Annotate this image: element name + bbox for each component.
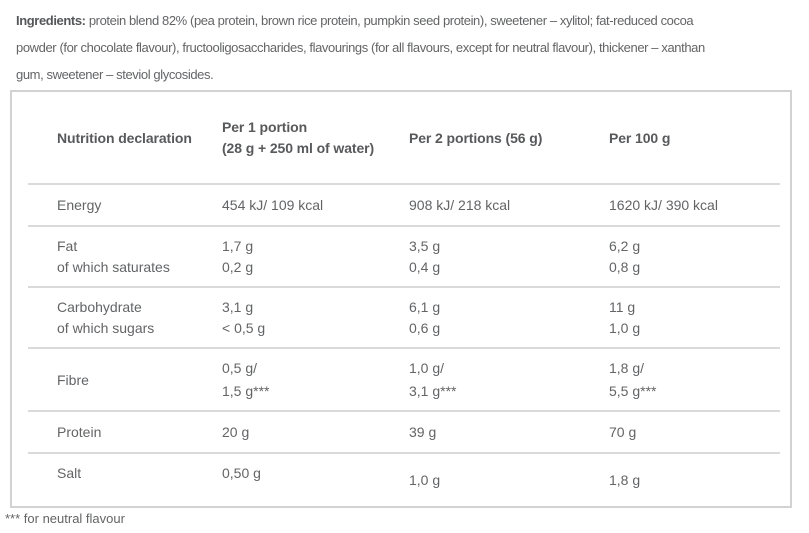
table-row-energy: Energy 454 kJ/ 109 kcal 908 kJ/ 218 kcal… <box>28 185 780 227</box>
cell-value-line: 6,2 g <box>609 237 641 254</box>
cell-value-line: 1,0 g/ <box>409 359 445 376</box>
cell-value-line: < 0,5 g <box>222 319 266 336</box>
cell-value-line: 1,7 g <box>222 237 254 254</box>
table-row-carbohydrate: Carbohydrate of which sugars 3,1 g < 0,5… <box>28 288 780 349</box>
table-row-protein: Protein 20 g 39 g 70 g <box>28 412 780 454</box>
header-per-2-portions: Per 2 portions (56 g) <box>409 129 543 146</box>
ingredients-label: Ingredients: <box>16 13 86 28</box>
cell-value-line: 3,1 g <box>222 298 254 315</box>
row-label: Fibre <box>57 371 89 388</box>
cell-value: 1,0 g <box>409 472 441 488</box>
footnote: *** for neutral flavour <box>5 511 125 526</box>
cell-value: 454 kJ/ 109 kcal <box>222 197 324 213</box>
cell-value-line: 0,2 g <box>222 258 254 275</box>
cell-value: 1620 kJ/ 390 kcal <box>609 197 718 213</box>
cell-value: 39 g <box>409 424 437 440</box>
ingredients-line-2: powder (for chocolate flavour), fructool… <box>16 40 705 55</box>
cell-value: 20 g <box>222 424 250 440</box>
header-per-1-portion-line2: (28 g + 250 ml of water) <box>222 139 375 156</box>
row-label: Salt <box>57 465 82 481</box>
row-label: Fat of which saturates <box>28 236 222 278</box>
table-row-fat: Fat of which saturates 1,7 g 0,2 g 3,5 g… <box>28 227 780 288</box>
cell-value: 11 g 1,0 g <box>609 297 780 339</box>
cell-value-line: 6,1 g <box>409 298 441 315</box>
cell-value: 3,1 g < 0,5 g <box>222 297 409 339</box>
ingredients-line-3: gum, sweetener – steviol glycosides. <box>16 67 214 82</box>
cell-value-line: 0,5 g/ <box>222 359 258 376</box>
table-row-fibre: Fibre 0,5 g/ 1,5 g*** 1,0 g/ 3,1 g*** 1,… <box>28 349 780 412</box>
header-per-100-g: Per 100 g <box>609 129 671 146</box>
cell-value: 0,5 g/ 1,5 g*** <box>222 357 409 403</box>
cell-value: 1,0 g/ 3,1 g*** <box>409 357 609 403</box>
table-header-row: Nutrition declaration Per 1 portion (28 … <box>28 92 780 185</box>
ingredients-line-1-text: protein blend 82% (pea protein, brown ri… <box>85 13 694 28</box>
cell-value: 6,2 g 0,8 g <box>609 236 780 278</box>
row-label: Carbohydrate of which sugars <box>28 297 222 339</box>
cell-value: 908 kJ/ 218 kcal <box>409 197 511 213</box>
cell-value: 1,8 g/ 5,5 g*** <box>609 357 780 403</box>
row-sublabel-line: of which sugars <box>57 319 155 336</box>
cell-value-line: 1,5 g*** <box>222 382 270 399</box>
cell-value-line: 3,5 g <box>409 237 441 254</box>
cell-value: 6,1 g 0,6 g <box>409 297 609 339</box>
cell-value-line: 0,4 g <box>409 258 441 275</box>
table-row-salt: Salt 0,50 g 1,0 g 1,8 g <box>28 454 780 506</box>
cell-value-line: 3,1 g*** <box>409 382 457 399</box>
cell-value: 0,50 g <box>222 465 261 481</box>
row-label: Protein <box>57 424 102 440</box>
row-label-line: Fat <box>57 237 78 254</box>
header-nutrition-declaration: Nutrition declaration <box>57 129 192 146</box>
ingredients-paragraph: Ingredients: protein blend 82% (pea prot… <box>16 7 705 88</box>
row-sublabel-line: of which saturates <box>57 258 170 275</box>
cell-value: 1,8 g <box>609 472 641 488</box>
cell-value-line: 11 g <box>609 298 636 315</box>
cell-value: 3,5 g 0,4 g <box>409 236 609 278</box>
row-label-line: Carbohydrate <box>57 298 142 315</box>
cell-value-line: 0,6 g <box>409 319 441 336</box>
cell-value: 70 g <box>609 424 637 440</box>
header-per-1-portion-line1: Per 1 portion <box>222 118 308 135</box>
nutrition-table: Nutrition declaration Per 1 portion (28 … <box>10 90 792 508</box>
cell-value-line: 1,8 g/ <box>609 359 645 376</box>
ingredients-line-1: Ingredients: protein blend 82% (pea prot… <box>16 7 705 34</box>
cell-value-line: 5,5 g*** <box>609 382 657 399</box>
header-per-1-portion: Per 1 portion (28 g + 250 ml of water) <box>222 117 409 159</box>
cell-value-line: 1,0 g <box>609 319 641 336</box>
cell-value: 1,7 g 0,2 g <box>222 236 409 278</box>
cell-value-line: 0,8 g <box>609 258 641 275</box>
row-label: Energy <box>57 197 102 213</box>
